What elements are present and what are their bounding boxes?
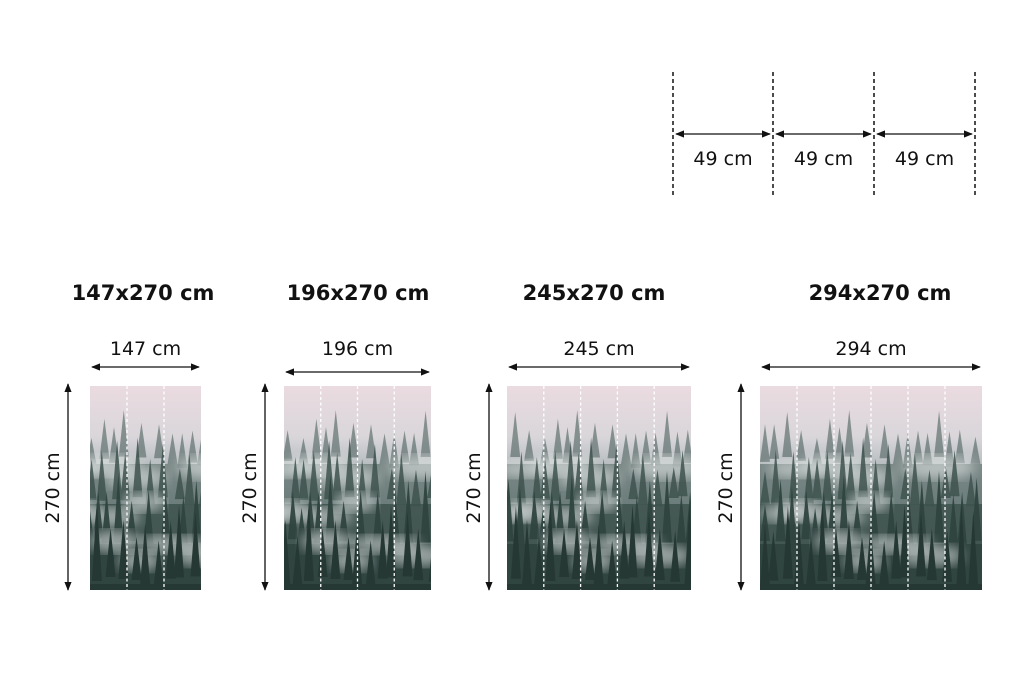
height-label: 270 cm <box>715 452 737 523</box>
size-option-2: 196x270 cm 196 cm 270 cm <box>239 281 469 591</box>
strip-width-label: 49 cm <box>794 148 853 170</box>
width-label: 147 cm <box>110 338 181 360</box>
width-label: 245 cm <box>563 338 634 360</box>
forest-wallpaper-image <box>488 386 710 590</box>
size-options: 147x270 cm 147 cm 270 cm 196x270 cm 196 cm 27… <box>42 281 983 591</box>
width-label: 294 cm <box>835 338 906 360</box>
size-option-1: 147x270 cm 147 cm 270 cm <box>42 281 215 591</box>
strip-width-label: 49 cm <box>693 148 752 170</box>
height-label: 270 cm <box>42 452 64 523</box>
size-option-4: 294x270 cm 294 cm 270 cm <box>715 281 982 591</box>
size-title: 147x270 cm <box>72 281 215 305</box>
size-option-3: 245x270 cm 245 cm 270 cm <box>463 281 710 591</box>
size-title: 196x270 cm <box>287 281 430 305</box>
size-title: 294x270 cm <box>809 281 952 305</box>
strip-width-label: 49 cm <box>895 148 954 170</box>
size-title: 245x270 cm <box>523 281 666 305</box>
height-label: 270 cm <box>463 452 485 523</box>
width-label: 196 cm <box>322 338 393 360</box>
height-label: 270 cm <box>239 452 261 523</box>
strip-width-legend: 49 cm 49 cm 49 cm <box>672 72 976 196</box>
